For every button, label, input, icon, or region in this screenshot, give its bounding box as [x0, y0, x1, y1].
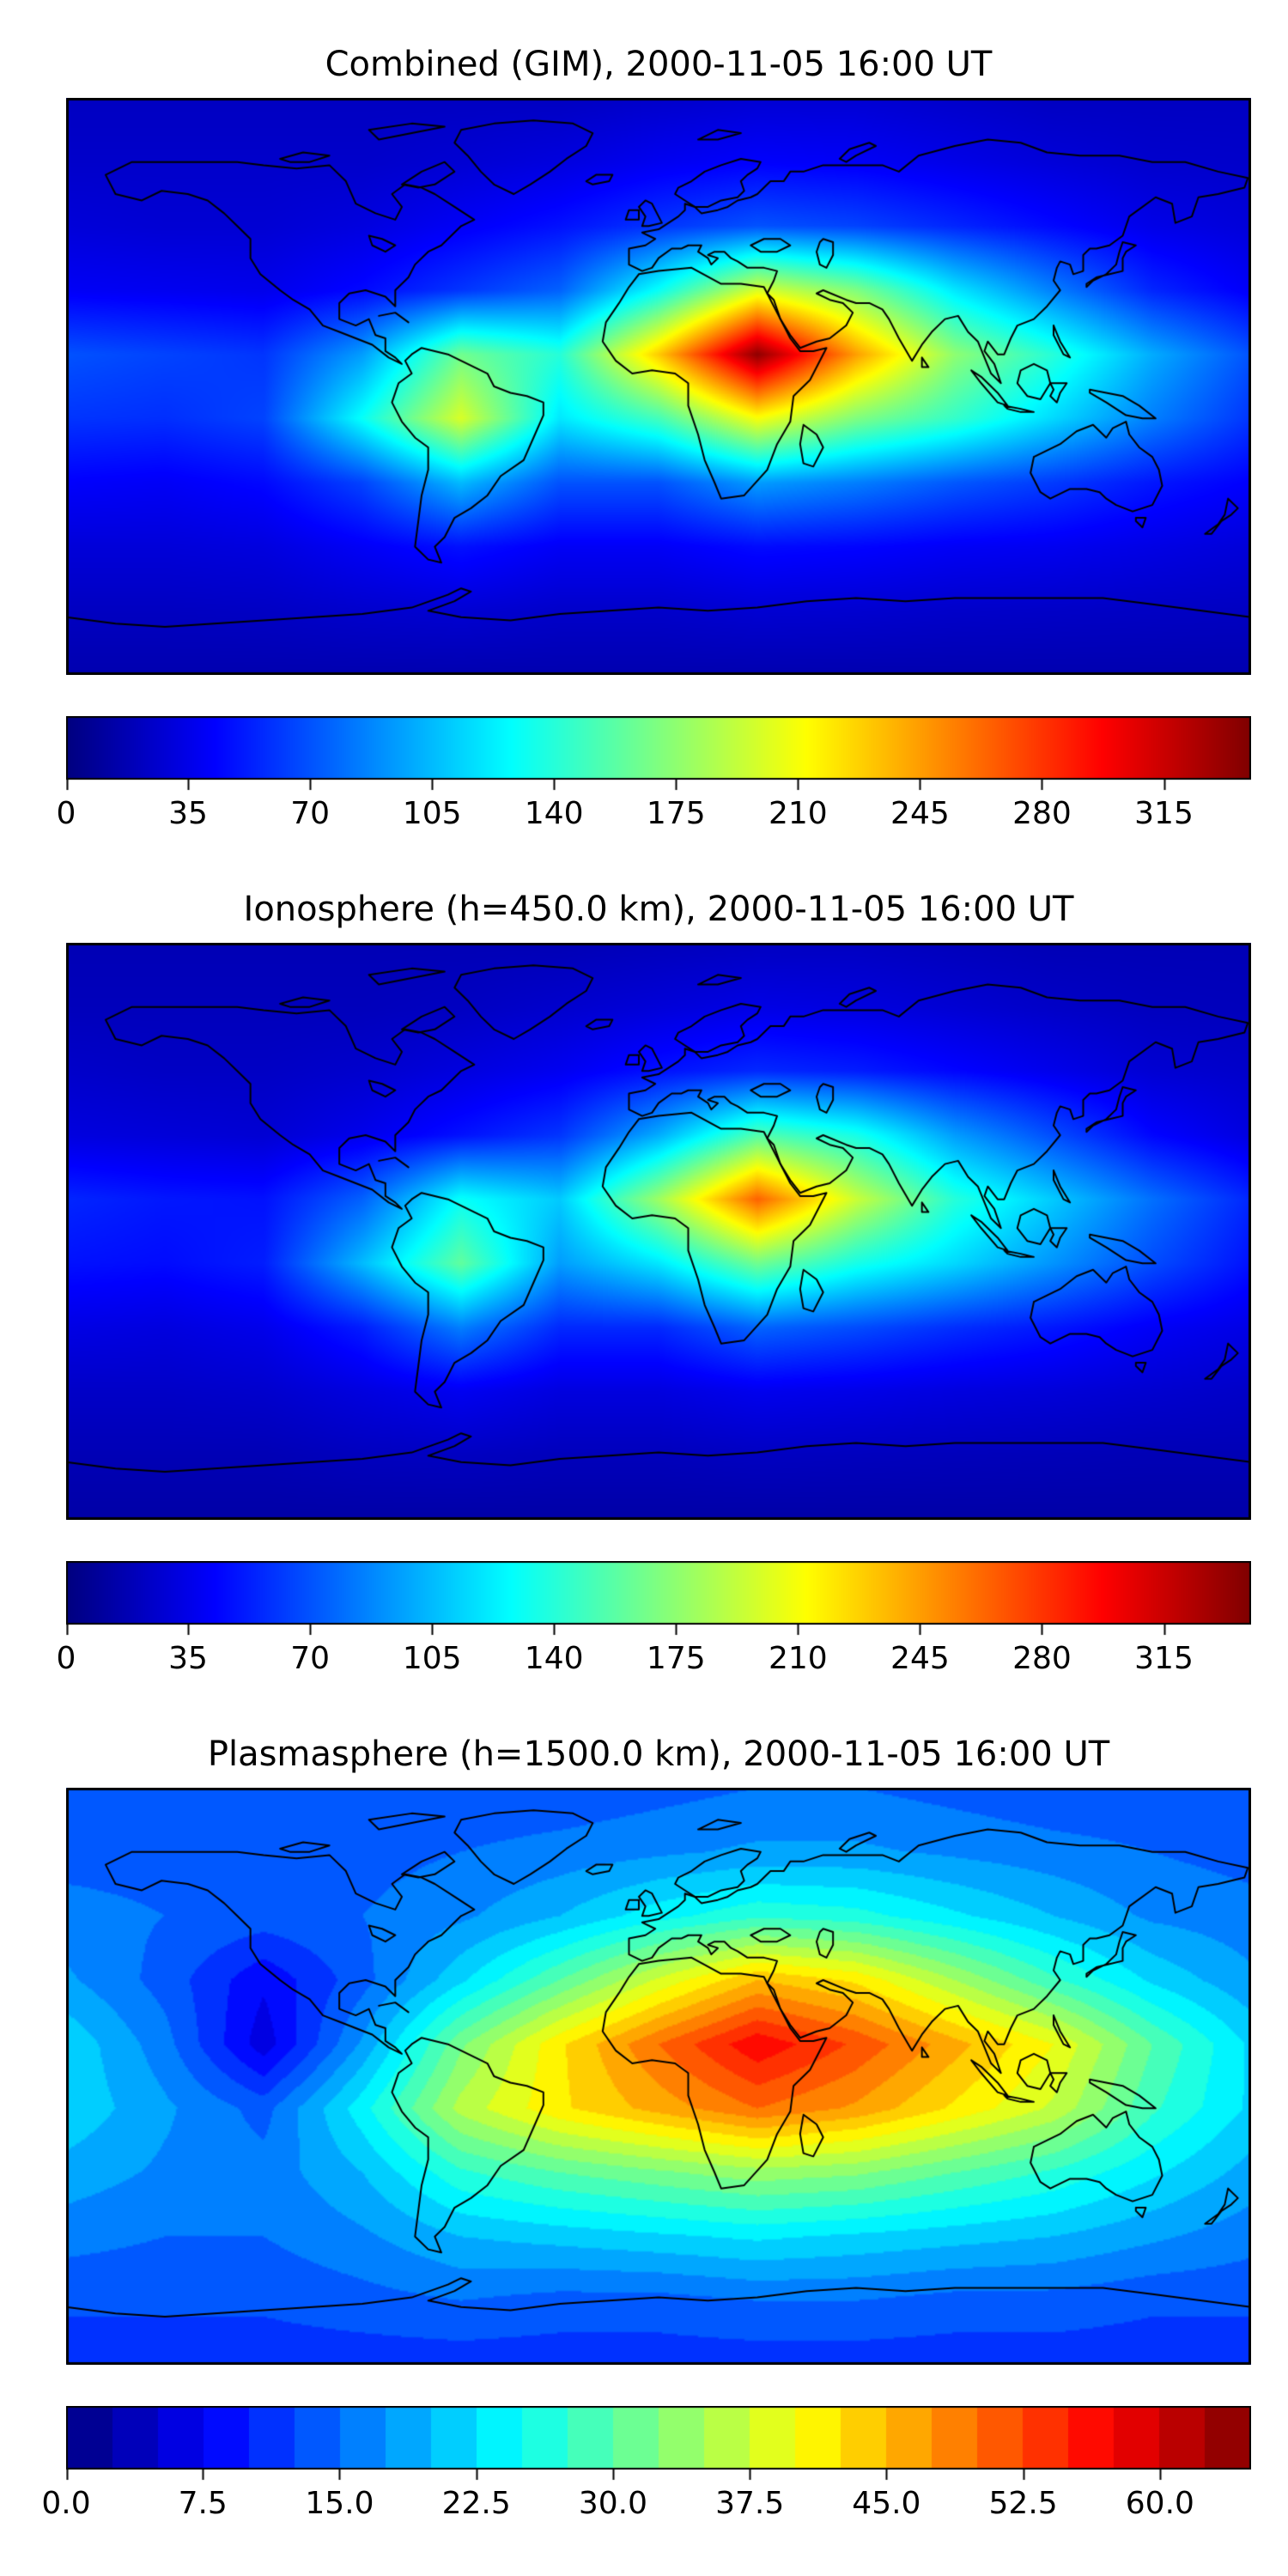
colorbar-tick-label: 315 — [1134, 796, 1194, 831]
colorbar-tick-label: 245 — [890, 796, 950, 831]
colorbar-tick-row-combined: 0 35 70 105 140 175 210 245 280 315 — [57, 795, 1251, 835]
colorbar-tick-label: 22.5 — [441, 2486, 511, 2521]
colorbar-canvas-plasmasphere — [66, 2406, 1251, 2483]
colorbar-tick-label: 7.5 — [178, 2486, 228, 2521]
colorbar-ionosphere — [66, 1561, 1251, 1638]
colorbar-tick-label: 105 — [402, 796, 462, 831]
colorbar-tick-label: 0 — [56, 796, 76, 831]
map-canvas-plasmasphere — [66, 1788, 1251, 2365]
colorbar-canvas-ionosphere — [66, 1561, 1251, 1638]
colorbar-tick-label: 245 — [890, 1641, 950, 1676]
panel-plasmasphere: Plasmasphere (h=1500.0 km), 2000-11-05 1… — [0, 1733, 1288, 2524]
colorbar-canvas-combined — [66, 716, 1251, 793]
colorbar-tick-label: 60.0 — [1125, 2486, 1194, 2521]
panel-title-plasmasphere: Plasmasphere (h=1500.0 km), 2000-11-05 1… — [207, 1735, 1110, 1774]
colorbar-tick-label: 37.5 — [715, 2486, 785, 2521]
panel-ionosphere: Ionosphere (h=450.0 km), 2000-11-05 16:0… — [0, 888, 1288, 1680]
colorbar-tick-label: 315 — [1134, 1641, 1194, 1676]
panel-title-ionosphere: Ionosphere (h=450.0 km), 2000-11-05 16:0… — [243, 890, 1074, 929]
map-combined — [66, 98, 1251, 675]
colorbar-tick-label: 70 — [290, 1641, 331, 1676]
map-ionosphere — [66, 943, 1251, 1520]
colorbar-plasmasphere — [66, 2406, 1251, 2483]
colorbar-tick-label: 210 — [768, 796, 828, 831]
colorbar-tick-label: 35 — [168, 796, 208, 831]
colorbar-tick-row-ionosphere: 0 35 70 105 140 175 210 245 280 315 — [57, 1640, 1251, 1680]
colorbar-tick-label: 140 — [524, 1641, 584, 1676]
colorbar-tick-label: 140 — [524, 796, 584, 831]
colorbar-tick-label: 0 — [56, 1641, 76, 1676]
colorbar-tick-label: 0.0 — [41, 2486, 91, 2521]
colorbar-tick-label: 30.0 — [578, 2486, 647, 2521]
colorbar-tick-label: 15.0 — [305, 2486, 374, 2521]
panel-combined-gim: Combined (GIM), 2000-11-05 16:00 UT 0 35 7… — [0, 43, 1288, 835]
map-plasmasphere — [66, 1788, 1251, 2365]
colorbar-tick-label: 280 — [1012, 1641, 1072, 1676]
colorbar-tick-label: 175 — [646, 1641, 706, 1676]
panel-title-combined: Combined (GIM), 2000-11-05 16:00 UT — [325, 45, 993, 84]
colorbar-tick-label: 105 — [402, 1641, 462, 1676]
colorbar-combined — [66, 716, 1251, 793]
colorbar-tick-label: 210 — [768, 1641, 828, 1676]
colorbar-tick-label: 35 — [168, 1641, 208, 1676]
colorbar-tick-label: 280 — [1012, 796, 1072, 831]
colorbar-tick-label: 175 — [646, 796, 706, 831]
map-canvas-ionosphere — [66, 943, 1251, 1520]
colorbar-tick-label: 52.5 — [988, 2486, 1058, 2521]
colorbar-tick-label: 70 — [290, 796, 331, 831]
map-canvas-combined — [66, 98, 1251, 675]
colorbar-tick-label: 45.0 — [852, 2486, 921, 2521]
colorbar-tick-row-plasmasphere: 0.0 7.5 15.0 22.5 30.0 37.5 45.0 52.5 60.0 — [41, 2485, 1251, 2524]
